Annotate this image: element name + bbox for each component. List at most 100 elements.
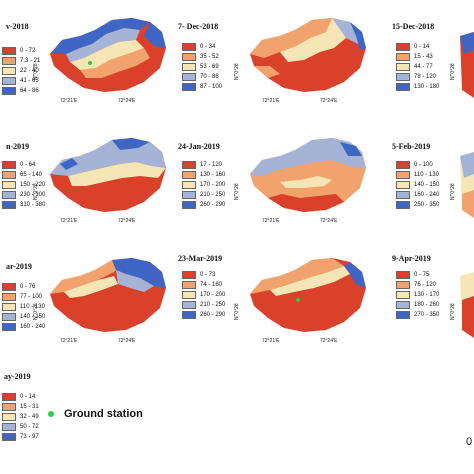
legend-item: 73 - 97 — [2, 432, 39, 442]
legend-swatch — [396, 161, 410, 169]
panel-date: 7- Dec-2018 — [178, 22, 219, 31]
legend-swatch — [2, 161, 16, 169]
scale-label: 0 — [466, 436, 473, 448]
legend-label: 65 - 140 — [20, 172, 43, 178]
legend-item: 0 - 76 — [2, 282, 45, 292]
legend-item: 260 - 290 — [182, 310, 225, 320]
longitude-label: 72°24′E — [118, 338, 136, 344]
legend-item: 65 - 140 — [2, 170, 45, 180]
legend-label: 310 - 380 — [20, 202, 46, 208]
legend: 0 - 76 77 - 100 110 - 130 140 - 150 160 … — [2, 282, 45, 332]
legend-label: 150 - 220 — [20, 182, 46, 188]
legend-label: 53 - 69 — [200, 64, 219, 70]
longitude-label: 72°24′E — [118, 218, 136, 224]
legend-label: 160 - 240 — [20, 324, 46, 330]
longitude-label: 72°21′E — [262, 218, 280, 224]
legend-item: 110 - 130 — [396, 170, 439, 180]
latitude-label: N″′0°28 — [450, 63, 456, 80]
longitude-label: 72°21′E — [60, 338, 78, 344]
legend-label: 70 - 86 — [200, 74, 219, 80]
legend-swatch — [182, 191, 196, 199]
legend-swatch — [2, 47, 16, 55]
legend-item: 32 - 49 — [2, 412, 39, 422]
legend-swatch — [396, 63, 410, 71]
longitude-label: 72°24′E — [118, 98, 136, 104]
legend-label: 160 - 240 — [414, 192, 440, 198]
legend-label: 0 - 64 — [20, 162, 36, 168]
legend-label: 0 - 73 — [200, 272, 216, 278]
legend-label: 0 - 14 — [414, 44, 430, 50]
legend-item: 0 - 64 — [2, 160, 45, 170]
longitude-label: 72°21′E — [60, 218, 78, 224]
legend-label: 0 - 14 — [20, 394, 36, 400]
legend-label: 210 - 250 — [200, 192, 226, 198]
legend-label: 270 - 350 — [414, 312, 440, 318]
legend: 0 - 34 35 - 52 53 - 69 70 - 86 87 - 100 — [182, 42, 222, 92]
legend-item: 0 - 75 — [396, 270, 439, 280]
ground-station-legend: Ground station — [48, 408, 143, 420]
legend-item: 35 - 52 — [182, 52, 222, 62]
legend-item: 53 - 69 — [182, 62, 222, 72]
legend-swatch — [182, 63, 196, 71]
legend-label: 260 - 290 — [200, 202, 226, 208]
legend-item: 110 - 130 — [2, 302, 45, 312]
map-panel — [50, 138, 166, 212]
legend-swatch — [2, 433, 16, 441]
legend-item: 74 - 160 — [182, 280, 225, 290]
ground-station-label: Ground station — [64, 408, 143, 420]
legend-item: 130 - 160 — [182, 170, 225, 180]
legend-label: 74 - 160 — [200, 282, 223, 288]
legend-item: 250 - 350 — [396, 200, 439, 210]
legend-label: 32 - 49 — [20, 414, 39, 420]
legend-label: 77 - 100 — [20, 294, 43, 300]
legend-label: 230 - 300 — [20, 192, 46, 198]
panel-date: 5-Feb-2019 — [392, 142, 431, 151]
longitude-label: 72°24′E — [320, 98, 338, 104]
latitude-label: N″′0°28 — [234, 183, 240, 200]
legend-item: 130 - 180 — [396, 82, 439, 92]
map-panel — [50, 18, 166, 92]
legend-swatch — [396, 201, 410, 209]
legend-item: 78 - 120 — [396, 72, 439, 82]
legend-swatch — [396, 281, 410, 289]
legend-label: 170 - 200 — [200, 292, 226, 298]
map-panel-edge — [460, 272, 474, 338]
legend-label: 170 - 200 — [200, 182, 226, 188]
legend: 17 - 120 130 - 160 170 - 200 210 - 250 2… — [182, 160, 225, 210]
legend-swatch — [182, 171, 196, 179]
legend-label: 15 - 31 — [20, 404, 39, 410]
legend-item: 22 - 40 — [2, 66, 40, 76]
legend-swatch — [2, 403, 16, 411]
latitude-label: N″′0°28 — [450, 183, 456, 200]
longitude-label: 72°24′E — [320, 218, 338, 224]
legend-swatch — [2, 293, 16, 301]
legend-item: 310 - 380 — [2, 200, 45, 210]
legend-item: 44 - 77 — [396, 62, 439, 72]
legend-item: 260 - 290 — [182, 200, 225, 210]
legend-item: 0 - 14 — [2, 392, 39, 402]
legend-label: 76 - 120 — [414, 282, 437, 288]
legend-swatch — [182, 73, 196, 81]
legend-item: 270 - 350 — [396, 310, 439, 320]
legend-swatch — [2, 171, 16, 179]
legend-swatch — [2, 313, 16, 321]
legend-label: 64 - 86 — [20, 88, 39, 94]
legend-label: 50 - 72 — [20, 424, 39, 430]
panel-date: ar-2019 — [6, 262, 32, 271]
legend-label: 78 - 120 — [414, 74, 437, 80]
legend-label: 140 - 150 — [414, 182, 440, 188]
legend: 0 - 75 76 - 120 130 - 170 180 - 260 270 … — [396, 270, 439, 320]
legend-swatch — [2, 181, 16, 189]
legend-label: 0 - 75 — [414, 272, 430, 278]
legend-label: 15 - 43 — [414, 54, 433, 60]
legend-label: 0 - 34 — [200, 44, 216, 50]
legend-item: 76 - 120 — [396, 280, 439, 290]
legend-label: 210 - 250 — [200, 302, 226, 308]
panel-date: 9-Apr-2019 — [392, 254, 431, 263]
map-panel — [50, 258, 166, 332]
legend-label: 17 - 120 — [200, 162, 223, 168]
legend-item: 0 - 100 — [396, 160, 439, 170]
legend-item: 170 - 200 — [182, 290, 225, 300]
legend-item: 0 - 14 — [396, 42, 439, 52]
legend: 0 - 14 15 - 43 44 - 77 78 - 120 130 - 18… — [396, 42, 439, 92]
